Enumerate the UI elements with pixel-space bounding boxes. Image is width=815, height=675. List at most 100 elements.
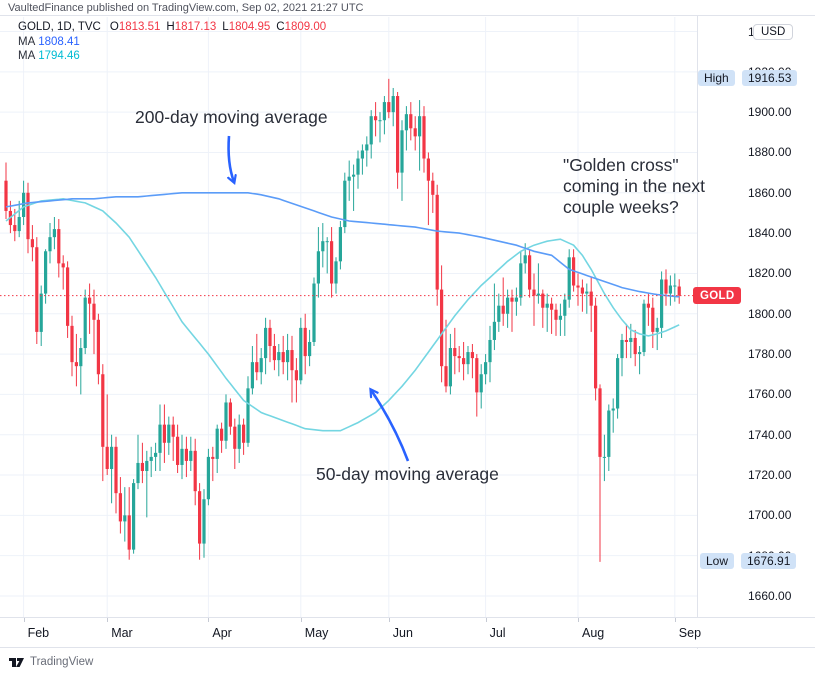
candle-73 (325, 237, 329, 274)
candle-39 (176, 424, 180, 474)
x-axis-label-jun: Jun (392, 626, 413, 640)
candle-64 (286, 333, 290, 381)
candle-120 (532, 273, 536, 326)
time-tick-jul (485, 618, 487, 622)
candle-146 (646, 293, 650, 326)
tradingview-brand-link[interactable]: TradingView (30, 656, 94, 668)
price-tick-1720: 1720.00 (748, 468, 792, 483)
candle-88 (391, 87, 395, 127)
candle-84 (374, 102, 378, 137)
ma-50-value: 1794.46 (38, 50, 80, 62)
price-tick-1820: 1820.00 (748, 266, 792, 281)
x-axis-label-jul: Jul (489, 626, 506, 640)
candle-145 (642, 299, 646, 357)
candle-23 (105, 394, 109, 476)
candle-126 (558, 303, 562, 336)
time-tick-may (300, 618, 302, 622)
candle-109 (484, 354, 488, 385)
high-value: 1817.13 (174, 21, 217, 33)
time-axis[interactable]: Feb Mar Apr May Jun Jul Aug Sep (0, 617, 815, 648)
ma-label: MA (18, 50, 36, 62)
candle-100 (444, 319, 448, 393)
candle-105 (466, 346, 470, 375)
candle-3 (17, 200, 21, 238)
candle-87 (387, 78, 391, 119)
candle-55 (246, 376, 250, 447)
candle-61 (272, 333, 276, 371)
time-tick-sep (674, 618, 676, 622)
candle-70 (312, 277, 316, 347)
low-marker-label: Low (700, 553, 735, 570)
price-tick-1740: 1740.00 (748, 427, 792, 442)
candle-130 (576, 273, 580, 306)
annotation-50dma: 50-day moving average (316, 464, 499, 484)
x-axis-label-may: May (304, 626, 329, 640)
candle-50 (224, 394, 228, 449)
x-axis-label-aug: Aug (582, 626, 605, 640)
candle-106 (470, 344, 474, 379)
candlestick-series (4, 78, 681, 562)
candle-32 (145, 450, 149, 518)
candle-5 (26, 182, 30, 254)
candle-96 (426, 152, 430, 226)
candle-112 (497, 293, 501, 332)
arrow-to-200dma (229, 135, 234, 182)
candle-20 (92, 289, 96, 355)
candle-107 (475, 354, 479, 417)
ma-50-line (5, 197, 680, 432)
time-tick-mar (107, 618, 109, 622)
candle-95 (422, 106, 426, 173)
candle-22 (101, 364, 105, 482)
tradingview-logo-icon[interactable] (8, 656, 25, 669)
candle-29 (132, 479, 136, 554)
candle-74 (330, 227, 334, 298)
candle-140 (620, 333, 624, 377)
x-axis-label-sep: Sep (678, 626, 702, 640)
candle-56 (250, 346, 254, 395)
arrow-to-50dma (371, 390, 410, 462)
candle-134 (594, 297, 598, 401)
candle-94 (418, 100, 422, 171)
high-label: H (166, 21, 175, 33)
candle-45 (202, 489, 206, 558)
x-axis-label-feb: Feb (27, 626, 50, 640)
candle-127 (563, 293, 567, 336)
candle-58 (259, 348, 263, 385)
candle-15 (70, 315, 74, 377)
candle-122 (541, 289, 545, 328)
candle-34 (154, 442, 158, 472)
open-label: O (109, 21, 119, 33)
last-price-symbol-badge: GOLD (693, 287, 742, 305)
attribution-text: VaultedFinance published on TradingView.… (8, 2, 364, 14)
annotation-golden-cross: "Golden cross" coming in the next couple… (563, 155, 705, 218)
ma-label: MA (18, 35, 36, 48)
candle-82 (365, 136, 369, 167)
candle-115 (510, 289, 514, 332)
candle-69 (308, 329, 312, 367)
candle-52 (233, 418, 237, 469)
candle-49 (220, 422, 224, 453)
candle-133 (589, 277, 593, 332)
price-tick-1800: 1800.00 (748, 306, 792, 321)
candle-85 (378, 112, 382, 143)
candle-71 (316, 227, 320, 298)
candle-59 (264, 317, 268, 375)
candle-18 (83, 289, 87, 355)
candle-114 (506, 289, 510, 328)
candle-41 (184, 436, 188, 478)
candle-138 (611, 398, 615, 433)
candle-131 (580, 279, 584, 312)
candle-150 (664, 269, 668, 306)
high-marker-label: High (698, 70, 735, 87)
candle-99 (440, 265, 444, 383)
time-tick-apr (208, 618, 210, 622)
low-marker-value: 1676.91 (741, 553, 797, 570)
candle-92 (409, 102, 413, 141)
candle-62 (277, 344, 281, 377)
candle-33 (149, 446, 153, 478)
candle-4 (22, 180, 26, 226)
x-axis-label-mar: Mar (111, 626, 133, 640)
candle-47 (211, 446, 215, 482)
candle-108 (479, 364, 483, 409)
